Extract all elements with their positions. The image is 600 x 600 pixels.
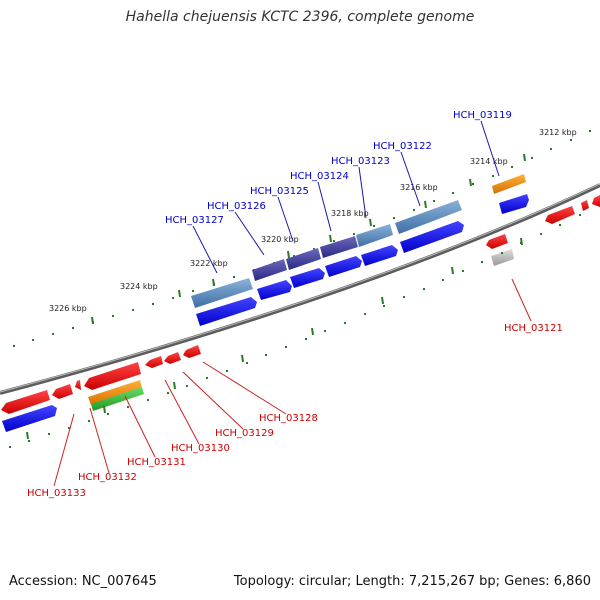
major-ticks-inner: [26, 237, 523, 440]
cds-arrow: [581, 200, 589, 211]
cds-arrow: [183, 345, 201, 358]
kbp-label: 3222 kbp: [190, 259, 228, 268]
kbp-label: 3214 kbp: [470, 157, 508, 166]
gene-label-hch-03132: HCH_03132: [78, 472, 137, 483]
gene-label-hch-03133: HCH_03133: [27, 488, 86, 499]
cds-arrow: [52, 384, 73, 399]
accession-text: Accession: NC_007645: [9, 574, 157, 589]
genome-backbone: [0, 183, 600, 395]
cds-arrow: [196, 297, 257, 326]
kbp-label: 3212 kbp: [539, 128, 577, 137]
forward-gene-features: [191, 174, 526, 308]
gene-feature-hch-03119: [492, 174, 526, 194]
major-ticks-outer: [91, 153, 526, 325]
cds-arrow: [592, 195, 600, 207]
cds-arrow: [2, 405, 57, 432]
gene-label-hch-03128: HCH_03128: [259, 413, 318, 424]
gene-label-hch-03122: HCH_03122: [373, 141, 432, 152]
reverse-label-leaders: [53, 278, 532, 487]
gene-label-hch-03125: HCH_03125: [250, 186, 309, 197]
forward-cds-arrows: [2, 194, 529, 432]
kbp-label: 3226 kbp: [49, 304, 87, 313]
gene-label-hch-03129: HCH_03129: [215, 428, 274, 439]
gene-label-hch-03126: HCH_03126: [207, 201, 266, 212]
kbp-label: 3220 kbp: [261, 235, 299, 244]
cds-arrow: [75, 380, 81, 390]
cds-arrow: [361, 245, 398, 266]
gene-label-hch-03119: HCH_03119: [453, 110, 512, 121]
forward-gene-labels: HCH_03119 HCH_03122 HCH_03123 HCH_03124 …: [165, 110, 512, 226]
gene-label-hch-03131: HCH_03131: [127, 457, 186, 468]
gene-feature-hch-03122: [395, 200, 462, 234]
kbp-label: 3216 kbp: [400, 183, 438, 192]
cds-arrow: [486, 234, 508, 249]
gene-feature-hch-03130-secondary: [91, 387, 144, 411]
cds-arrow: [257, 280, 292, 300]
gene-label-hch-03124: HCH_03124: [290, 171, 349, 182]
gene-label-hch-03127: HCH_03127: [165, 215, 224, 226]
cds-arrow: [145, 356, 163, 368]
cds-arrow: [164, 352, 181, 364]
gene-feature-hch-03127: [191, 278, 253, 308]
cds-arrow: [84, 362, 141, 390]
forward-label-leaders: [192, 120, 500, 274]
gene-feature-hch-03125: [286, 248, 321, 270]
kbp-labels: 3212 kbp 3214 kbp 3216 kbp 3218 kbp 3220…: [49, 128, 577, 313]
inner-tick-track: [9, 214, 581, 448]
gene-feature-hch-03124: [320, 236, 358, 258]
cds-arrow: [499, 194, 529, 214]
genome-stats-text: Topology: circular; Length: 7,215,267 bp…: [233, 574, 591, 589]
gene-feature-hch-03121: [491, 249, 514, 266]
cds-arrow: [545, 206, 575, 224]
reverse-gene-labels: HCH_03121 HCH_03128 HCH_03129 HCH_03130 …: [27, 323, 563, 499]
gene-label-hch-03123: HCH_03123: [331, 156, 390, 167]
gene-label-hch-03130: HCH_03130: [171, 443, 230, 454]
page-title: Hahella chejuensis KCTC 2396, complete g…: [125, 9, 475, 25]
gene-label-hch-03121: HCH_03121: [504, 323, 563, 334]
reverse-cds-arrows: [1, 195, 600, 414]
reverse-gene-features: [88, 249, 514, 411]
gene-feature-hch-03126: [252, 259, 287, 281]
gene-feature-hch-03123: [356, 224, 393, 247]
cds-arrow: [400, 221, 464, 253]
kbp-label: 3224 kbp: [120, 282, 158, 291]
cds-arrow: [1, 390, 50, 414]
gene-feature-hch-03130: [88, 380, 142, 405]
cds-arrow: [325, 256, 362, 277]
kbp-label: 3218 kbp: [331, 209, 369, 218]
cds-arrow: [290, 268, 325, 288]
